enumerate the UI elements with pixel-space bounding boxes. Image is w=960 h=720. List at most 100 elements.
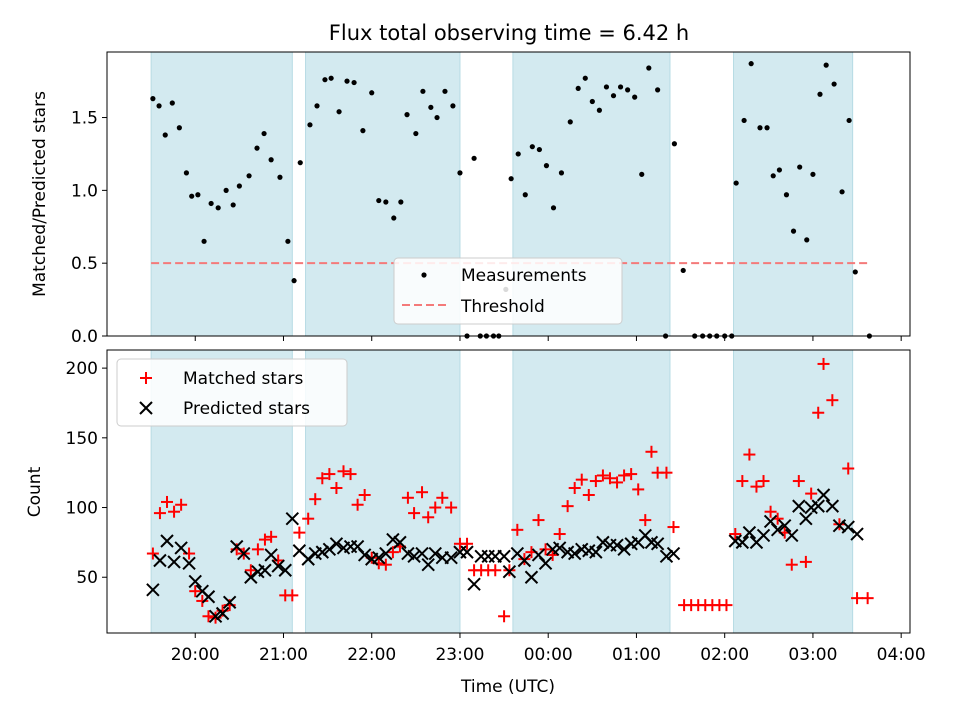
count-panel: 50 100 150 200 20:00 21:00 22:00 23:00 00:00 01:… [25, 349, 926, 697]
matched-star-point [344, 468, 357, 481]
measurement-point [764, 125, 770, 131]
predicted-star-point [596, 535, 610, 550]
matched-star-point [196, 594, 209, 607]
measurement-point [536, 146, 542, 153]
predicted-star-point [201, 590, 216, 604]
predicted-star-point [841, 520, 855, 534]
predicted-star-point [777, 518, 792, 533]
measurement-point [189, 193, 195, 199]
legend-threshold-label: Threshold [460, 297, 545, 317]
predicted-star-point [617, 542, 631, 557]
ratio-legend: Measurements Threshold [393, 257, 623, 325]
predicted-star-point [421, 557, 435, 572]
count-legend-box [116, 358, 348, 427]
measurement-point [596, 107, 602, 113]
predicted-star-point [524, 570, 539, 584]
measurement-point [322, 77, 328, 83]
matched-star-point [805, 487, 818, 500]
x-tick-label: 02:00 [700, 645, 749, 665]
x-axis-label: Time (UTC) [460, 677, 555, 697]
measurement-point [839, 189, 845, 195]
matched-star-point [302, 512, 315, 525]
matched-star-point [386, 546, 399, 559]
count-legend: Matched stars Predicted stars [116, 358, 348, 427]
predicted-star-point [816, 488, 831, 502]
predicted-star-point [278, 563, 292, 577]
matched-star-point [785, 558, 798, 571]
matched-star-point [168, 505, 181, 518]
measurement-point [733, 180, 739, 186]
count-y-ticks: 50 100 150 200 [66, 359, 107, 588]
predicted-star-point [785, 528, 799, 543]
measurement-point [589, 98, 595, 105]
matched-star-point [532, 514, 545, 527]
matched-star-point [202, 610, 215, 623]
measurement-point [617, 84, 624, 90]
measurement-point [398, 199, 404, 205]
measurement-point [291, 278, 297, 284]
predicted-star-point [329, 537, 344, 551]
predicted-star-point [825, 499, 840, 513]
measurement-point [268, 157, 274, 163]
x-tick-label: 00:00 [524, 645, 573, 665]
y-tick-label: 0.0 [71, 327, 98, 347]
measurement-point [610, 93, 617, 99]
x-tick-label: 03:00 [788, 645, 837, 665]
measurement-point [434, 114, 440, 121]
measurement-point [558, 170, 565, 176]
y-tick-label: 1.0 [71, 181, 98, 201]
x-tick-label: 22:00 [347, 645, 396, 665]
predicted-star-point [792, 499, 806, 513]
matched-star-point [826, 394, 839, 407]
count-y-axis-label: Count [25, 466, 45, 517]
matched-star-point [316, 472, 329, 485]
measurement-point [797, 164, 803, 170]
ratio-panel: 0.0 0.5 1.0 1.5 Matched/Predicted stars Mea… [30, 51, 911, 347]
y-tick-label: 100 [66, 499, 98, 519]
predicted-star-point [215, 606, 230, 621]
measurement-point [852, 269, 858, 275]
measurement-point [522, 192, 528, 198]
predicted-star-point [322, 542, 337, 557]
matched-star-point [611, 476, 624, 489]
predicted-star-point [357, 548, 372, 562]
predicted-star-point [589, 545, 603, 559]
matched-star-point [511, 523, 524, 536]
matched-star-point [750, 480, 763, 493]
matched-star-point [429, 501, 442, 514]
matched-star-point [309, 493, 322, 506]
measurement-point [254, 145, 260, 151]
measurement-point [508, 176, 514, 182]
measurement-point [420, 88, 426, 94]
predicted-star-point [666, 546, 681, 561]
observing-period-band [150, 51, 293, 337]
matched-star-point [618, 469, 631, 482]
measurement-point [150, 96, 156, 102]
predicted-star-point [264, 548, 278, 562]
observing-period-band [733, 349, 854, 634]
predicted-star-point [811, 499, 825, 513]
x-tick-label: 21:00 [259, 645, 308, 665]
matched-star-point [729, 528, 742, 541]
matched-star-point [258, 533, 271, 546]
matched-star-point [575, 473, 588, 486]
matched-star-point [736, 475, 749, 488]
predicted-star-point [538, 556, 553, 571]
matched-star-point [812, 406, 825, 419]
predicted-star-point [167, 555, 181, 569]
measurement-point [625, 87, 631, 93]
predicted-star-point [567, 546, 582, 561]
predicted-star-point [428, 546, 442, 561]
measurement-point [156, 103, 162, 109]
measurement-point [603, 84, 610, 90]
measurement-point [201, 238, 207, 244]
matched-star-point [461, 537, 474, 550]
measurement-point [529, 144, 535, 150]
predicted-star-point [610, 538, 624, 552]
matched-star-point [539, 543, 552, 556]
measurement-point [261, 130, 267, 137]
measurement-point [195, 192, 201, 198]
legend-matched-label: Matched stars [183, 369, 303, 389]
measurement-point [543, 163, 550, 169]
measurement-point [671, 141, 677, 147]
